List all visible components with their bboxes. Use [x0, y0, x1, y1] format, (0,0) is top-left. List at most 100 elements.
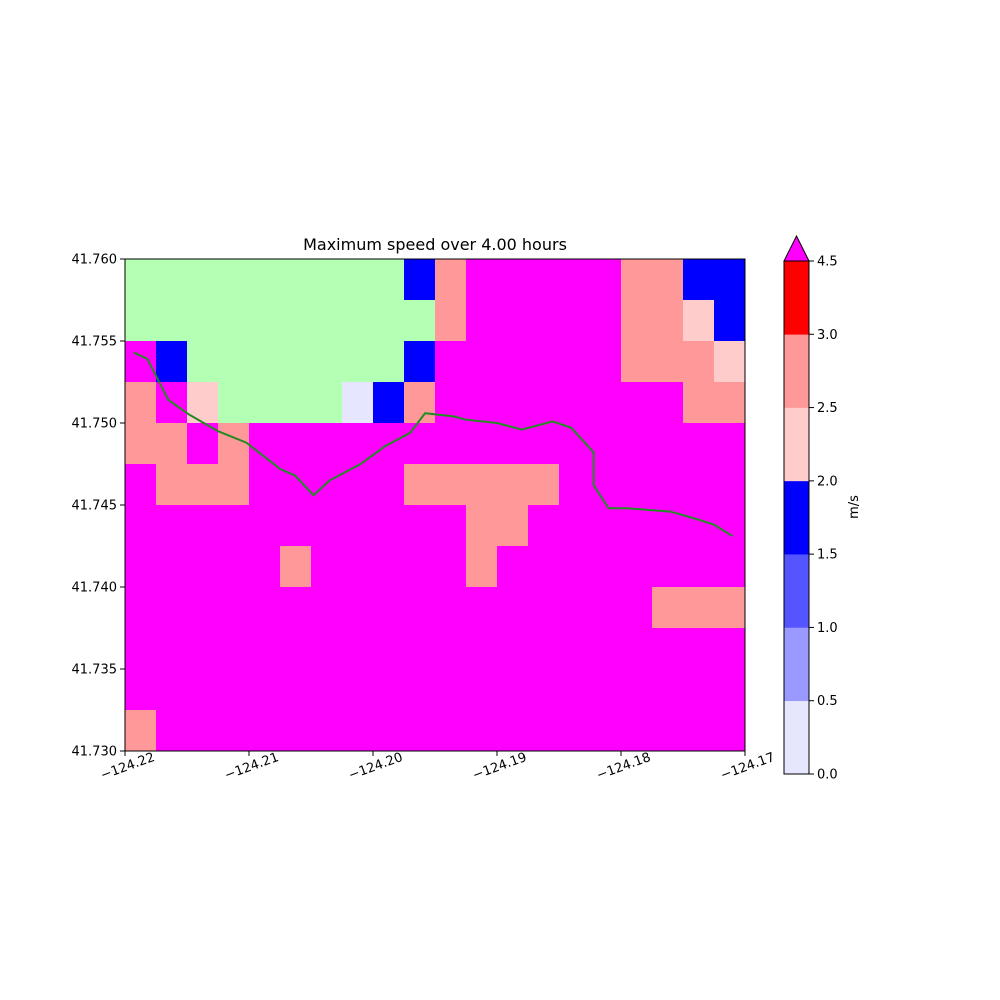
heatmap-cell — [559, 382, 591, 424]
heatmap-cell — [683, 628, 715, 670]
heatmap-cell — [435, 259, 467, 301]
colorbar-tick-label: 1.5 — [817, 548, 838, 563]
heatmap-cell — [559, 464, 591, 506]
heatmap-cell — [652, 546, 684, 588]
heatmap-cell — [528, 628, 560, 670]
heatmap-cell — [559, 341, 591, 383]
heatmap-cell — [187, 669, 219, 711]
colorbar-tick-label: 1.0 — [817, 621, 838, 636]
heatmap-cell — [714, 710, 746, 752]
heatmap-cell — [342, 546, 374, 588]
heatmap-cell — [559, 300, 591, 342]
heatmap-cell — [559, 628, 591, 670]
heatmap-cell — [342, 587, 374, 629]
heatmap-cell — [497, 628, 529, 670]
heatmap-cell — [311, 587, 343, 629]
heatmap-cell — [249, 628, 281, 670]
heatmap-cell — [311, 710, 343, 752]
heatmap-cell — [528, 505, 560, 547]
y-axis: 41.730 41.735 41.740 41.745 41.750 41.755 41.7… — [72, 253, 125, 760]
heatmap-cell — [466, 423, 498, 465]
heatmap-cell — [218, 505, 250, 547]
heatmap-cell — [497, 546, 529, 588]
heatmap-cell — [125, 300, 157, 342]
heatmap-cell — [683, 710, 715, 752]
heatmap-cell — [125, 546, 157, 588]
heatmap-cell — [621, 464, 653, 506]
heatmap-cell — [156, 259, 188, 301]
chart-title: Maximum speed over 4.00 hours — [303, 235, 567, 254]
heatmap-cell — [497, 710, 529, 752]
heatmap-cell — [528, 259, 560, 301]
heatmap-cell — [342, 259, 374, 301]
heatmap-cell — [590, 423, 622, 465]
heatmap-cell — [621, 259, 653, 301]
heatmap-cell — [528, 341, 560, 383]
heatmap-cell — [590, 464, 622, 506]
heatmap-cell — [683, 587, 715, 629]
heatmap-cell — [373, 300, 405, 342]
heatmap-cell — [652, 669, 684, 711]
heatmap-cell — [714, 382, 746, 424]
heatmap-cell — [466, 464, 498, 506]
heatmap-cell — [497, 587, 529, 629]
heatmap-cell — [218, 382, 250, 424]
heatmap-cell — [528, 382, 560, 424]
heatmap-cell — [218, 259, 250, 301]
heatmap-cell — [497, 382, 529, 424]
heatmap-cell — [652, 464, 684, 506]
colorbar-frame — [783, 261, 810, 775]
heatmap-cell — [280, 710, 312, 752]
heatmap-cell — [249, 546, 281, 588]
heatmap-cell — [311, 546, 343, 588]
heatmap-cell — [559, 259, 591, 301]
heatmap-cell — [559, 587, 591, 629]
heatmap-cell — [528, 546, 560, 588]
heatmap-cell — [466, 628, 498, 670]
heatmap-cell — [156, 669, 188, 711]
heatmap-cell — [342, 382, 374, 424]
heatmap-cell — [404, 259, 436, 301]
colorbar: 0.0 0.5 1.0 1.5 2.0 2.5 3.0 4.5 — [783, 234, 838, 783]
y-tick-label: 41.730 — [72, 745, 118, 760]
heatmap-cell — [218, 300, 250, 342]
heatmap-cell — [652, 341, 684, 383]
heatmap-cell — [311, 628, 343, 670]
heatmap-cell — [280, 669, 312, 711]
heatmap-cell — [466, 341, 498, 383]
heatmap-cell — [249, 505, 281, 547]
colorbar-segment — [784, 627, 809, 702]
heatmap-cell — [404, 300, 436, 342]
heatmap-cell — [714, 587, 746, 629]
heatmap-cell — [342, 300, 374, 342]
heatmap-cell — [187, 259, 219, 301]
heatmap-cell — [125, 505, 157, 547]
heatmap-cell — [125, 587, 157, 629]
heatmap-cell — [528, 669, 560, 711]
heatmap-cell — [311, 300, 343, 342]
heatmap-cell — [311, 259, 343, 301]
heatmap-cell — [590, 300, 622, 342]
heatmap-cell — [373, 587, 405, 629]
heatmap-cell — [218, 341, 250, 383]
y-tick-label: 41.750 — [72, 417, 118, 432]
colorbar-segment — [784, 407, 809, 482]
heatmap-cell — [652, 628, 684, 670]
heatmap-cell — [404, 628, 436, 670]
heatmap-cell — [435, 628, 467, 670]
heatmap-cell — [342, 464, 374, 506]
heatmap-cell — [342, 710, 374, 752]
heatmap-cell — [218, 587, 250, 629]
heatmap-cell — [125, 464, 157, 506]
heatmap-cell — [342, 505, 374, 547]
colorbar-segment — [784, 554, 809, 628]
colorbar-tick-label: 0.5 — [817, 694, 838, 709]
heatmap-cell — [187, 300, 219, 342]
heatmap-cell — [280, 423, 312, 465]
heatmap-cell — [187, 710, 219, 752]
heatmap-cell — [590, 669, 622, 711]
heatmap-cell — [466, 546, 498, 588]
heatmap-cell — [466, 300, 498, 342]
colorbar-segment — [784, 480, 809, 555]
heatmap-cell — [311, 669, 343, 711]
